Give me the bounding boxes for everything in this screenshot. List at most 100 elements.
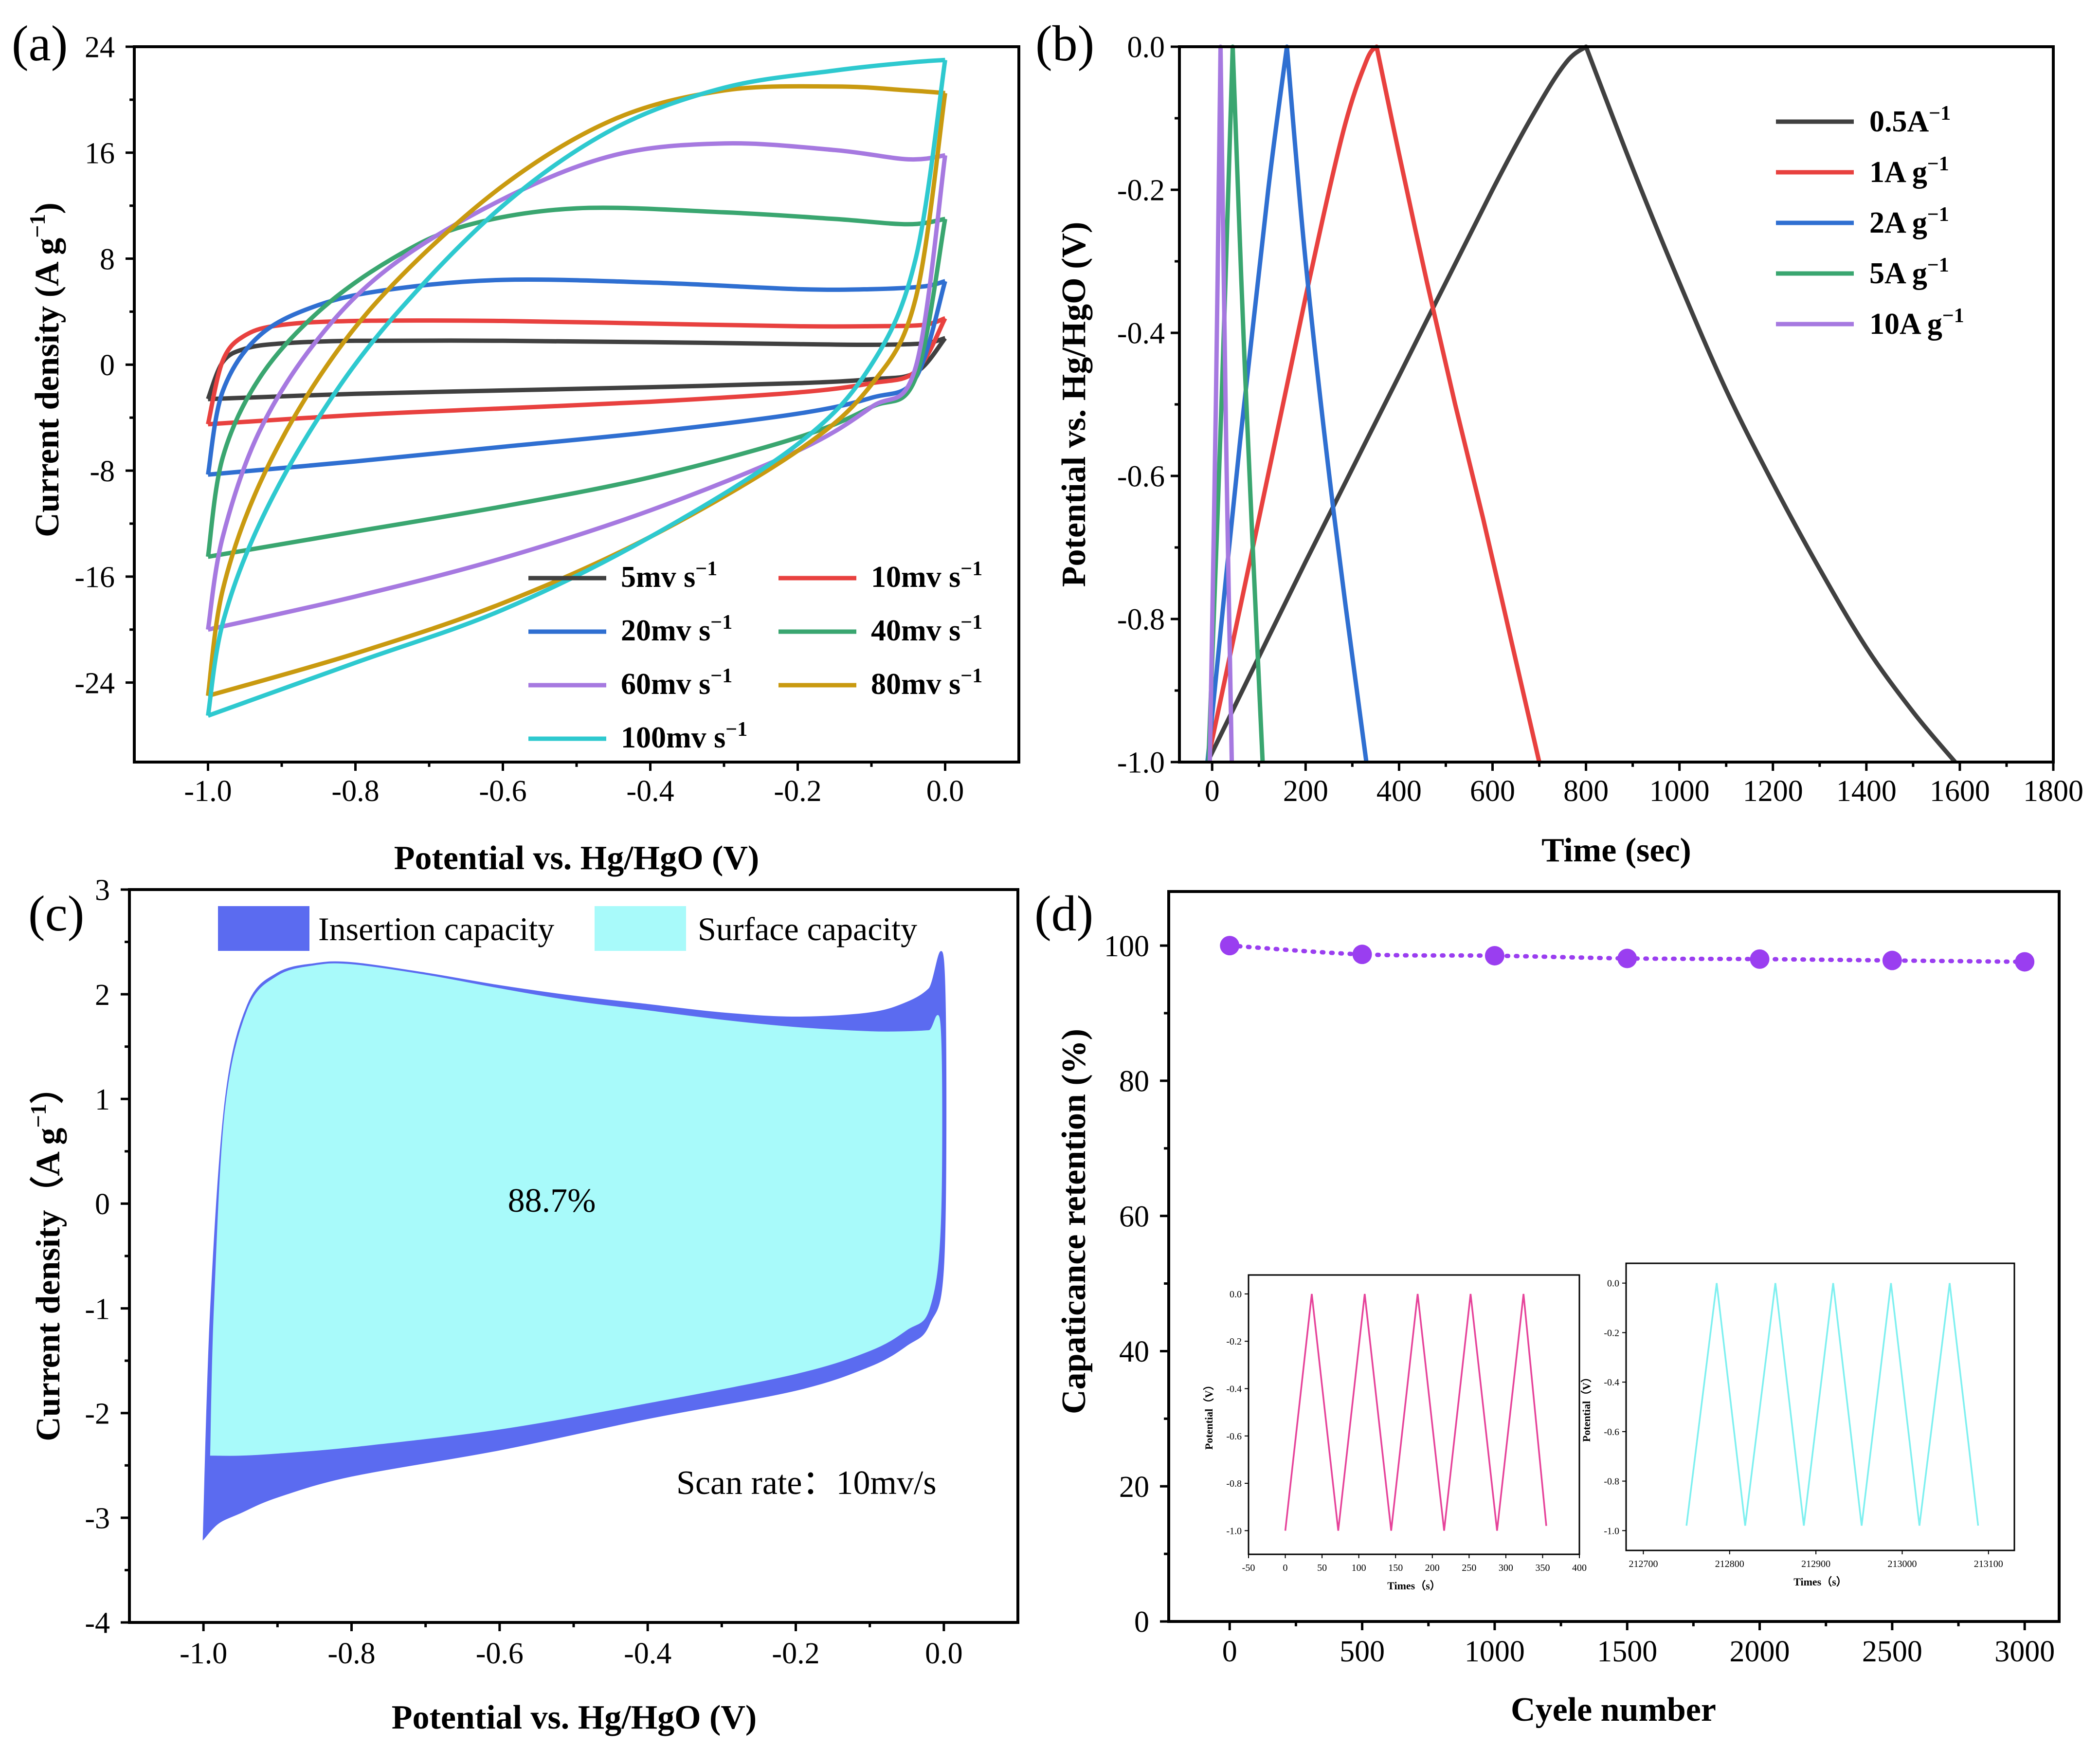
panel-c-percent-annotation: 88.7% <box>508 1182 596 1220</box>
gcd-curve-1 <box>1205 44 1541 763</box>
panel-a-y-tick-label: 16 <box>85 137 115 170</box>
panel-c-xlabel: Potential vs. Hg/HgO (V) <box>392 1699 757 1736</box>
panel-c-x-tick-label: -0.4 <box>624 1637 671 1670</box>
panel-d-x-tick-label: 3000 <box>1994 1635 2055 1668</box>
panel-c-ticks: -1.0 -0.8 -0.6 -0.4 -0.2 0.0 -4 -3 -2 -1 0 1 2 3 <box>85 874 962 1670</box>
panel-d-x-tick-label: 2000 <box>1730 1635 1790 1668</box>
panel-c-x-tick-label: -1.0 <box>180 1637 227 1670</box>
cv-curve-3-anodic <box>206 205 946 557</box>
panel-b-x-tick-label: 0 <box>1205 775 1220 808</box>
panel-a-ylabel-sup: −1 <box>25 214 50 237</box>
panel-d-y-tick-label: 60 <box>1119 1200 1149 1233</box>
legend-label: 2A g−1 <box>1869 203 1949 239</box>
panel-a: (a) -1.0 -0.8 -0.6 -0.4 -0.2 0.0 -24 -16 -8 0 8 16 2… <box>12 16 1020 877</box>
panel-a-y-tick-label: 0 <box>100 349 115 382</box>
panel-a-y-tick-label: 24 <box>85 31 115 64</box>
panel-c-label: (c) <box>28 886 84 942</box>
cv-curve-1-anodic <box>206 316 946 425</box>
panel-a-x-tick-label: -0.2 <box>774 775 821 808</box>
inset-y-tick-label: -0.8 <box>1226 1478 1242 1489</box>
panel-a-x-tick-label: -1.0 <box>184 775 232 808</box>
panel-a-label: (a) <box>12 16 68 72</box>
inset-x-tick-label: 213100 <box>1974 1559 2003 1569</box>
panel-d-y-tick-label: 40 <box>1119 1335 1149 1368</box>
legend-label: 40mv s−1 <box>871 611 982 647</box>
inset-y-tick-label: 0.0 <box>1607 1278 1619 1289</box>
inset-y-tick-label: 0.0 <box>1230 1289 1242 1300</box>
panel-b-xlabel: Time (sec) <box>1541 832 1691 869</box>
retention-point <box>1750 949 1770 969</box>
panel-a-ylabel-main: Current density (A g <box>29 238 66 537</box>
panel-a-plot <box>206 57 947 718</box>
retention-point <box>2015 952 2035 972</box>
panel-c-ylabel: Current density（A g−1） <box>26 1070 67 1441</box>
panel-b-y-tick-label: -0.8 <box>1117 603 1165 637</box>
cv-curve-0-cathodic <box>208 336 947 401</box>
panel-b-x-tick-label: 800 <box>1563 775 1609 808</box>
panel-c-legend: Insertion capacity Surface capacity <box>218 906 917 951</box>
inset-y-tick-label: -1.0 <box>1226 1526 1242 1536</box>
panel-b-y-tick-label: -0.4 <box>1117 317 1165 350</box>
cv-curve-3-cathodic <box>207 218 947 559</box>
panel-d-x-tick-label: 1000 <box>1465 1635 1525 1668</box>
inset-y-tick-label: -0.2 <box>1604 1328 1619 1338</box>
legend-label: 5mv s−1 <box>621 558 717 594</box>
panel-b-x-tick-label: 600 <box>1470 775 1515 808</box>
panel-d-inset-first-cycles: -50 0 50 100 150 200 250 300 350 400 -1.0 -0.8 -0.6 -… <box>1203 1274 1587 1592</box>
panel-c-y-tick-label: -2 <box>85 1397 110 1430</box>
inset-ylabel: Potential（V） <box>1580 1372 1593 1442</box>
panel-b-x-tick-label: 1200 <box>1743 775 1803 808</box>
panel-a-y-tick-label: 8 <box>100 243 115 276</box>
panel-c-y-tick-label: 1 <box>95 1083 110 1116</box>
legend-label: 20mv s−1 <box>621 611 732 647</box>
inset-y-tick-label: -0.8 <box>1604 1476 1619 1487</box>
legend-label: 5A g−1 <box>1869 254 1949 290</box>
panel-d-x-tick-label: 0 <box>1222 1635 1237 1668</box>
panel-d-y-tick-label: 100 <box>1104 930 1149 963</box>
panel-a-x-tick-label: -0.8 <box>331 775 379 808</box>
inset-x-tick-label: 212800 <box>1715 1559 1744 1569</box>
panel-b-x-tick-label: 200 <box>1283 775 1328 808</box>
panel-c-y-tick-label: -4 <box>85 1607 110 1640</box>
inset-x-tick-label: 100 <box>1352 1563 1366 1573</box>
panel-b-y-tick-label: -0.6 <box>1117 460 1165 493</box>
legend-label: 10mv s−1 <box>871 558 982 594</box>
panel-a-ticks: -1.0 -0.8 -0.6 -0.4 -0.2 0.0 -24 -16 -8 0 8 16 24 <box>74 31 964 808</box>
panel-d-x-tick-label: 1500 <box>1597 1635 1657 1668</box>
panel-c: (c) -1.0 -0.8 -0.6 -0.4 -0.2 0.0-4-3-2-10123 … <box>26 874 1019 1736</box>
panel-b-x-tick-label: 1600 <box>1930 775 1990 808</box>
panel-c-ylabel-main: Current density（A g <box>29 1128 67 1441</box>
panel-c-y-tick-label: 0 <box>95 1188 110 1221</box>
panel-b-x-tick-label: 1400 <box>1836 775 1897 808</box>
inset-ylabel: Potential（V） <box>1203 1380 1215 1450</box>
inset-xlabel: Times（s） <box>1793 1576 1847 1588</box>
panel-c-scan-rate: Scan rate：10mv/s <box>676 1464 937 1502</box>
panel-d: (d) 0 500 1000 1500 2000 2500 3000020406080100… <box>1034 886 2061 1729</box>
retention-point <box>1484 946 1504 965</box>
panel-a-legend: 5mv s−1 10mv s−1 20mv s−1 40mv s−1 60mv s−1 8… <box>528 558 982 754</box>
legend-swatch <box>595 906 686 951</box>
legend-label: 10A g−1 <box>1869 305 1964 341</box>
panel-d-label: (d) <box>1034 886 1093 942</box>
panel-a-x-tick-label: -0.6 <box>479 775 526 808</box>
gcd-curve-0 <box>1205 44 1957 764</box>
panel-d-frame <box>1167 890 2061 1623</box>
panel-c-plot <box>202 951 947 1541</box>
panel-b-x-tick-label: 400 <box>1376 775 1422 808</box>
retention-point <box>1882 950 1902 970</box>
inset-gcd-curve <box>1685 1283 1979 1526</box>
panel-b: (b) 0 200 400 600 800 1000 1200 1400 1600 1800 -1.… <box>1035 16 2083 869</box>
panel-b-ticks: 0 200 400 600 800 1000 1200 1400 1600 1800 -1.0 -0.… <box>1117 31 2083 808</box>
panel-a-ylabel: Current density (A g−1) <box>25 202 66 537</box>
panel-c-ylabel-sup: −1 <box>26 1104 51 1128</box>
retention-point <box>1617 948 1637 968</box>
cv-curve-1-cathodic <box>208 317 947 427</box>
legend-swatch <box>218 906 309 951</box>
cv-curve-2-anodic <box>206 277 946 475</box>
panel-b-y-tick-label: -0.2 <box>1117 174 1165 207</box>
inset-y-tick-label: -0.6 <box>1604 1427 1619 1438</box>
inset-x-tick-label: 150 <box>1388 1563 1403 1573</box>
panel-c-y-tick-label: 2 <box>95 979 110 1012</box>
cv-curve-6-cathodic <box>207 59 947 718</box>
